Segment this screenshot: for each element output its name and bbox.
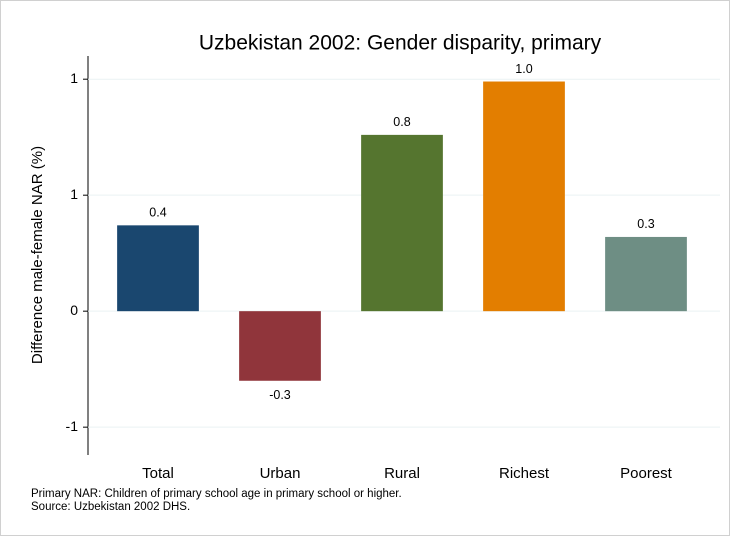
data-label: 0.4	[149, 206, 166, 220]
bar	[483, 81, 565, 312]
y-tick-label: -1	[66, 418, 79, 434]
x-tick-label: Urban	[260, 465, 301, 482]
note: Source: Uzbekistan 2002 DHS.	[31, 501, 190, 513]
x-tick-label: Richest	[499, 465, 550, 482]
y-tick-label: 0	[70, 302, 78, 318]
y-tick-label: 1	[70, 186, 78, 202]
data-label: 1.0	[515, 62, 532, 76]
bar	[361, 134, 443, 312]
x-tick-label: Total	[142, 465, 174, 482]
x-tick-label: Poorest	[620, 465, 673, 482]
data-label: -0.3	[269, 388, 291, 402]
bar	[117, 225, 199, 312]
x-tick-label: Rural	[384, 465, 420, 482]
data-label: 0.3	[637, 217, 654, 231]
y-axis-title: Difference male-female NAR (%)	[29, 146, 46, 364]
bar	[239, 311, 321, 381]
y-tick-label: 1	[70, 70, 78, 86]
bar	[605, 236, 687, 312]
note: Primary NAR: Children of primary school …	[31, 488, 402, 500]
chart-title: Uzbekistan 2002: Gender disparity, prima…	[199, 32, 602, 55]
data-label: 0.8	[393, 115, 410, 129]
